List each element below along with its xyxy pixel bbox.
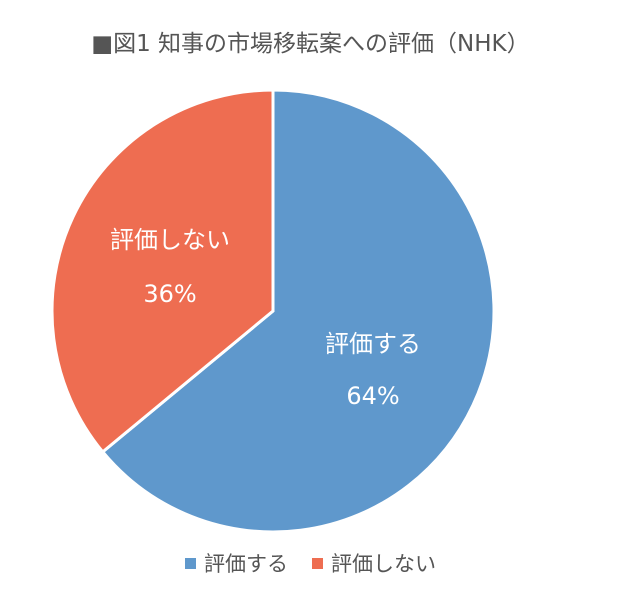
legend-label-hyoka-shinai: 評価しない: [331, 552, 436, 576]
legend-swatch-hyoka-suru: [185, 557, 196, 569]
legend-swatch-hyoka-shinai: [312, 557, 323, 569]
slice-value-label-0: 64%: [346, 382, 399, 410]
legend-item-hyoka-suru: 評価する: [185, 548, 288, 578]
slice-label-0: 評価する: [325, 330, 421, 358]
pie-slice-0: [100, 88, 496, 534]
slice-label-1: 評価しない: [110, 226, 230, 254]
legend-label-hyoka-suru: 評価する: [204, 552, 288, 576]
chart-title: ■図1 知事の市場移転案への評価（NHK）: [91, 31, 530, 57]
legend-item-hyoka-shinai: 評価しない: [312, 548, 436, 578]
slice-value-label-1: 36%: [143, 280, 196, 308]
legend: 評価する 評価しない: [0, 548, 621, 578]
pie-slice-1: [50, 88, 275, 454]
